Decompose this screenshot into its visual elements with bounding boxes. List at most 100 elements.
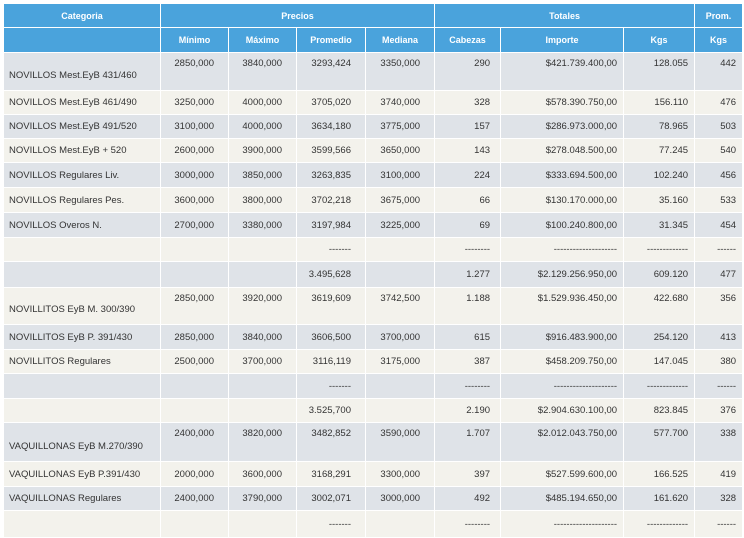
- cell: $578.390.750,00: [500, 90, 625, 115]
- cell: $2.012.043.750,00: [500, 422, 625, 462]
- cell: 35.160: [623, 187, 696, 213]
- cell: ------: [694, 510, 744, 538]
- cell: [228, 261, 297, 288]
- cell: -------------: [623, 237, 696, 262]
- row: NOVILLITOS EyB P. 391/430 2850,000 3840,00…: [3, 324, 744, 350]
- cell: [364, 261, 436, 288]
- cell: VAQUILLONAS EyB P.391/430: [3, 461, 161, 487]
- cell: 3650,000: [364, 138, 436, 163]
- cell: --------: [434, 373, 502, 399]
- column-header: Kgs: [694, 27, 744, 53]
- row: NOVILLOS Regulares Liv. 3000,000 3850,000 3…: [3, 162, 744, 188]
- cell: $286.973.000,00: [500, 114, 625, 139]
- cell: 477: [694, 261, 744, 288]
- cell: 3675,000: [364, 187, 436, 213]
- cell: [3, 510, 161, 538]
- cell: 422.680: [623, 287, 696, 325]
- cell: 3800,000: [228, 187, 297, 213]
- cell: $2.904.630.100,00: [500, 398, 625, 423]
- cell: ------: [694, 237, 744, 262]
- cell: 3380,000: [228, 212, 297, 238]
- cell: NOVILLOS Mest.EyB 431/460: [3, 52, 161, 91]
- row: NOVILLITOS Regulares 2500,000 3700,000 3116…: [3, 349, 744, 374]
- cell: 3300,000: [364, 461, 436, 487]
- cell: 2850,000: [160, 287, 229, 325]
- row: 3.525,700 2.190 $2.904.630.100,00 823.845 37…: [3, 398, 744, 423]
- row: ------- -------- -------------------- -----…: [3, 237, 744, 262]
- column-header: Promedio: [296, 27, 366, 53]
- group-header: Precios: [159, 3, 436, 28]
- cell: 3250,000: [160, 90, 229, 115]
- cell: 615: [434, 324, 502, 350]
- cell: 2600,000: [160, 138, 229, 163]
- cell: $130.170.000,00: [500, 187, 625, 213]
- cell: 1.188: [434, 287, 502, 325]
- cell: $421.739.400,00: [500, 52, 625, 91]
- price-table: Categoria Precios Totales Prom. Mínimo Máximo…: [3, 3, 744, 538]
- cell: 78.965: [623, 114, 696, 139]
- column-header: Mínimo: [160, 27, 229, 53]
- row: NOVILLOS Mest.EyB 431/460 2850,000 3840,00…: [3, 52, 744, 91]
- row: VAQUILLONAS Regulares 2400,000 3790,000 300…: [3, 486, 744, 511]
- cell: 328: [694, 486, 744, 511]
- cell: 328: [434, 90, 502, 115]
- cell: 3742,500: [364, 287, 436, 325]
- cell: 3619,609: [296, 287, 366, 325]
- cell: NOVILLOS Mest.EyB 461/490: [3, 90, 161, 115]
- cell: NOVILLOS Mest.EyB + 520: [3, 138, 161, 163]
- row: 3.495,628 1.277 $2.129.256.950,00 609.120 47…: [3, 261, 744, 288]
- cell: 3175,000: [364, 349, 436, 374]
- column-header: Máximo: [228, 27, 297, 53]
- cell: 2850,000: [160, 324, 229, 350]
- cell: -------: [296, 237, 366, 262]
- cell: --------: [434, 510, 502, 538]
- cell: $458.209.750,00: [500, 349, 625, 374]
- cell: 3350,000: [364, 52, 436, 91]
- cell: 166.525: [623, 461, 696, 487]
- cell: 3600,000: [228, 461, 297, 487]
- cell: $278.048.500,00: [500, 138, 625, 163]
- cell: [3, 261, 161, 288]
- cell: 442: [694, 52, 744, 91]
- cell: 503: [694, 114, 744, 139]
- cell: $485.194.650,00: [500, 486, 625, 511]
- header-row: Categoria Precios Totales Prom.: [3, 3, 744, 28]
- cell: 3705,020: [296, 90, 366, 115]
- cell: 609.120: [623, 261, 696, 288]
- cell: --------: [434, 237, 502, 262]
- row: VAQUILLONAS EyB P.391/430 2000,000 3600,00…: [3, 461, 744, 487]
- cell: $916.483.900,00: [500, 324, 625, 350]
- cell: $527.599.600,00: [500, 461, 625, 487]
- cell: 143: [434, 138, 502, 163]
- cell: [364, 237, 436, 262]
- cell: 2700,000: [160, 212, 229, 238]
- cell: $1.529.936.450,00: [500, 287, 625, 325]
- cell: 3700,000: [228, 349, 297, 374]
- cell: 2500,000: [160, 349, 229, 374]
- cell: 147.045: [623, 349, 696, 374]
- cell: NOVILLOS Mest.EyB 491/520: [3, 114, 161, 139]
- cell: 3168,291: [296, 461, 366, 487]
- cell: [228, 398, 297, 423]
- cell: 3.495,628: [296, 261, 366, 288]
- cell: 376: [694, 398, 744, 423]
- row: ------- -------- -------------------- -----…: [3, 373, 744, 399]
- cell: 3634,180: [296, 114, 366, 139]
- cell: 356: [694, 287, 744, 325]
- cell: 3606,500: [296, 324, 366, 350]
- cell: 102.240: [623, 162, 696, 188]
- cell: [160, 373, 229, 399]
- cell: 3116,119: [296, 349, 366, 374]
- cell: $2.129.256.950,00: [500, 261, 625, 288]
- cell: 540: [694, 138, 744, 163]
- cell: 3293,424: [296, 52, 366, 91]
- group-header: Categoria: [3, 3, 161, 28]
- cell: 3225,000: [364, 212, 436, 238]
- cell: 3590,000: [364, 422, 436, 462]
- cell: 413: [694, 324, 744, 350]
- cell: --------------------: [500, 510, 625, 538]
- cell: [3, 398, 161, 423]
- group-header: Totales: [434, 3, 696, 28]
- row: NOVILLOS Overos N. 2700,000 3380,000 3197,9…: [3, 212, 744, 238]
- cell: 31.345: [623, 212, 696, 238]
